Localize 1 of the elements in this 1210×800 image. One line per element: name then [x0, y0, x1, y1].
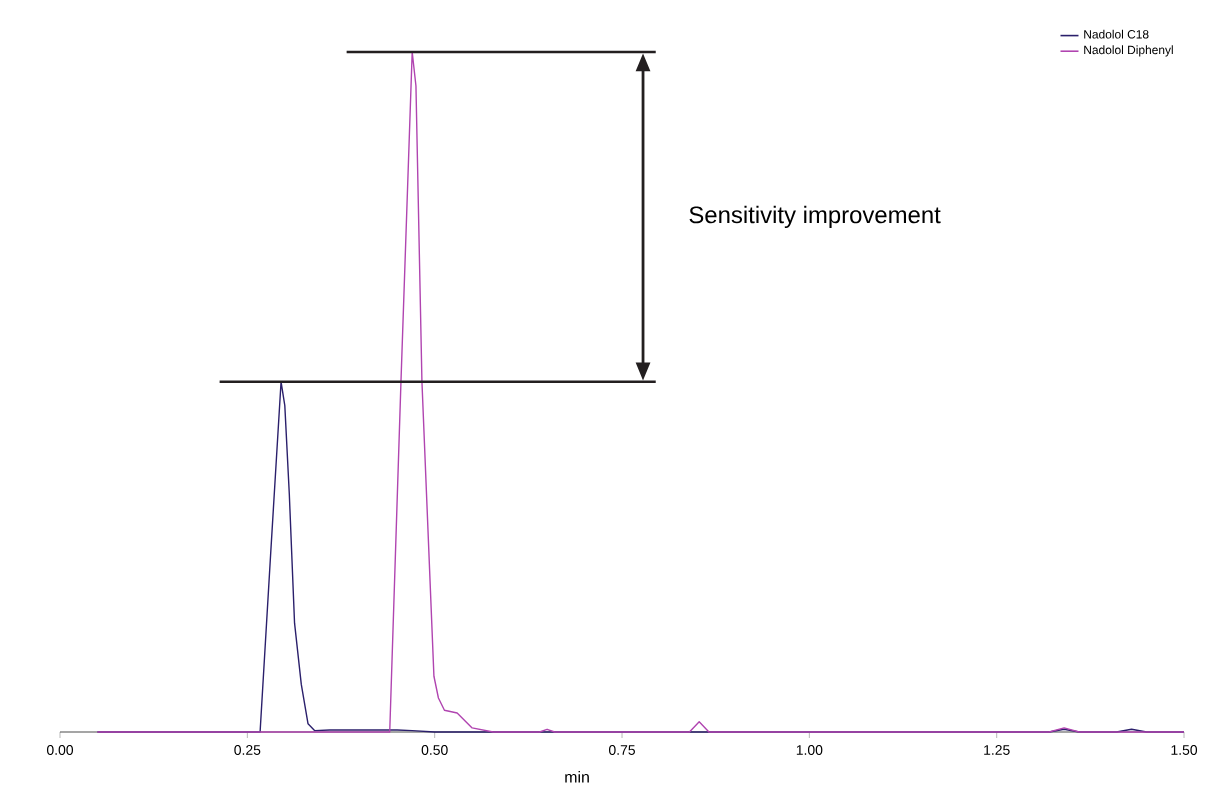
annotation: Sensitivity improvement — [689, 205, 941, 229]
